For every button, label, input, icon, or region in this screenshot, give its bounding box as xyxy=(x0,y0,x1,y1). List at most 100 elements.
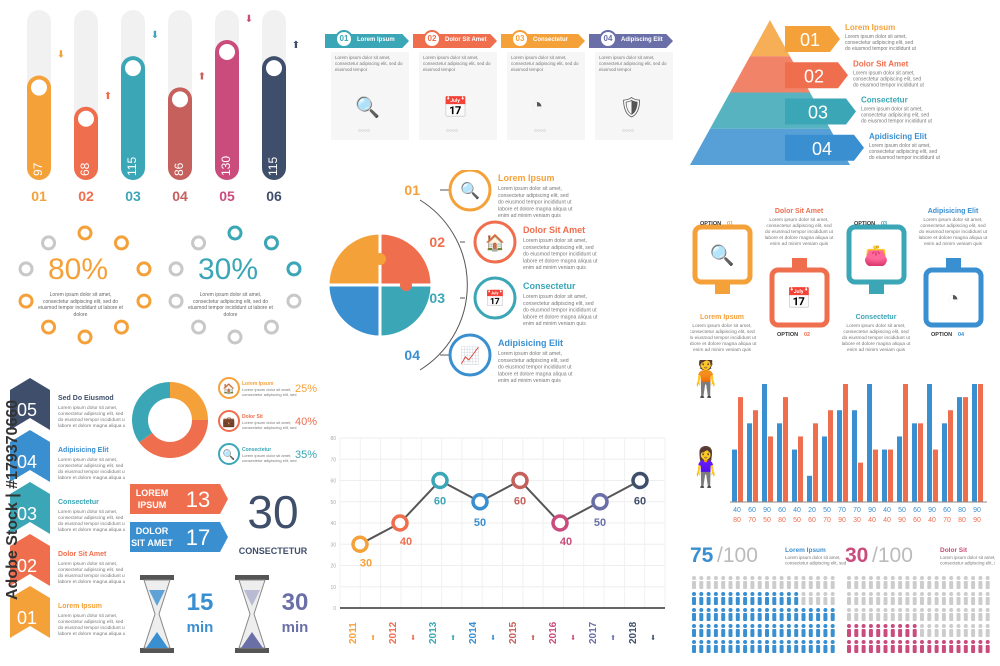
person-head xyxy=(927,608,932,612)
person-head xyxy=(823,592,828,596)
person-body xyxy=(971,597,976,605)
y-tick-label: 30 xyxy=(330,542,336,548)
person-body xyxy=(985,629,990,637)
ring-dot xyxy=(168,261,184,277)
person-body xyxy=(692,597,696,605)
x-tick-label: 2017 xyxy=(588,621,599,644)
pyramid-text: Lorem ipsum dolor sit amet, xyxy=(869,143,931,149)
person-head xyxy=(941,592,946,596)
donut-item-title: Lorem Ipsum xyxy=(242,381,274,387)
option-text: Lorem ipsum dolor sit amet, xyxy=(769,217,828,223)
person-body xyxy=(883,645,888,653)
person-body xyxy=(801,581,806,589)
y-tick-label: 0 xyxy=(333,606,336,612)
person-body xyxy=(830,645,835,653)
person-head xyxy=(985,608,990,612)
arrow-text: labore et dolore magna aliqua ut xyxy=(58,527,125,533)
person-head xyxy=(941,640,946,644)
option-text: enim ad minim veniam quis xyxy=(924,241,983,247)
person-head xyxy=(772,640,777,644)
person-body xyxy=(706,613,711,621)
person-head xyxy=(905,592,910,596)
pie-chart-icon: ◔ xyxy=(531,95,544,117)
person-head xyxy=(920,576,924,580)
donut-slice xyxy=(139,420,208,458)
person-head xyxy=(920,592,924,596)
person-body xyxy=(779,645,784,653)
person-body xyxy=(920,581,924,589)
bar-series-b xyxy=(843,384,848,502)
person-body xyxy=(898,613,903,621)
person-head xyxy=(927,576,932,580)
bar-series-a xyxy=(732,449,737,502)
person-body xyxy=(876,629,881,637)
hourglass-section: 15 min 30 min xyxy=(140,575,309,653)
arrow-down-icon: ⬇ xyxy=(570,634,576,642)
ring-dot xyxy=(191,319,207,335)
big-number: 30 xyxy=(247,486,298,538)
donut-item-title: Dolor Sit xyxy=(242,414,263,420)
person-body xyxy=(868,629,873,637)
person-head xyxy=(801,640,806,644)
person-head xyxy=(898,640,903,644)
percent-text-2: Lorem ipsum dolor sit amet, consectetur … xyxy=(188,292,273,318)
person-body xyxy=(949,629,954,637)
person-body xyxy=(823,645,828,653)
bar-series-a xyxy=(747,423,752,502)
bar-label-b: 70 xyxy=(748,517,756,524)
person-head xyxy=(876,592,881,596)
bar-label-b: 70 xyxy=(943,517,951,524)
people-text: Lorem ipsum dolor sit amet, xyxy=(940,555,995,560)
bar-label-a: 20 xyxy=(808,507,816,514)
y-tick-label: 70 xyxy=(330,457,336,463)
step-card: 02 Dolor Sit Amet Lorem ipsum dolor sit … xyxy=(413,30,497,140)
ring-dot xyxy=(136,261,152,277)
bar-label-a: 90 xyxy=(928,507,936,514)
person-head xyxy=(898,624,903,628)
step-text: Lorem ipsum dolor sit amet, consectetur … xyxy=(599,55,667,72)
person-body xyxy=(801,613,806,621)
briefcase-icon: 💼 xyxy=(223,417,236,428)
person-head xyxy=(692,576,696,580)
person-head xyxy=(912,576,917,580)
person-body xyxy=(956,613,961,621)
person-head xyxy=(956,592,961,596)
person-head xyxy=(876,608,881,612)
person-head xyxy=(905,576,910,580)
person-body xyxy=(905,613,910,621)
arrow-text: consectetur adipiscing elit, sed xyxy=(58,515,124,521)
person-body xyxy=(706,597,711,605)
pill-bar-value: 130 xyxy=(219,156,233,176)
person-body xyxy=(941,645,946,653)
option-number: 03 xyxy=(881,221,887,227)
bar-label-b: 80 xyxy=(958,517,966,524)
person-head xyxy=(706,640,711,644)
person-head xyxy=(779,624,784,628)
calendar-icon: 📅 xyxy=(485,289,505,308)
person-body xyxy=(816,613,821,621)
person-body xyxy=(876,597,881,605)
person-head xyxy=(728,576,733,580)
person-head xyxy=(941,576,946,580)
pyramid-text: consectetur adipiscing elit, sed xyxy=(853,76,921,82)
person-body xyxy=(706,645,711,653)
person-head xyxy=(816,640,821,644)
person-body xyxy=(743,597,748,605)
bar-label-a: 80 xyxy=(958,507,966,514)
person-head xyxy=(830,576,835,580)
hourglass-value: 30 xyxy=(282,589,309,616)
badge-number: 17 xyxy=(186,525,210,550)
pyramid-level xyxy=(750,20,790,57)
percent-value-2: 30% xyxy=(198,253,259,286)
person-body xyxy=(728,645,733,653)
hourglass-glass xyxy=(238,579,266,649)
person-body xyxy=(735,645,740,653)
person-head xyxy=(750,592,755,596)
bar-series-a xyxy=(777,423,782,502)
pyramid-tab xyxy=(785,134,864,161)
person-body xyxy=(978,629,983,637)
option-text: Lorem ipsum dolor sit amet, xyxy=(692,323,751,329)
person-body xyxy=(823,597,828,605)
options-diagram: 🔍 OPTION 01 Lorem Ipsum Lorem ipsum dolor s… xyxy=(690,208,988,353)
x-tick-label: 2018 xyxy=(628,621,639,644)
